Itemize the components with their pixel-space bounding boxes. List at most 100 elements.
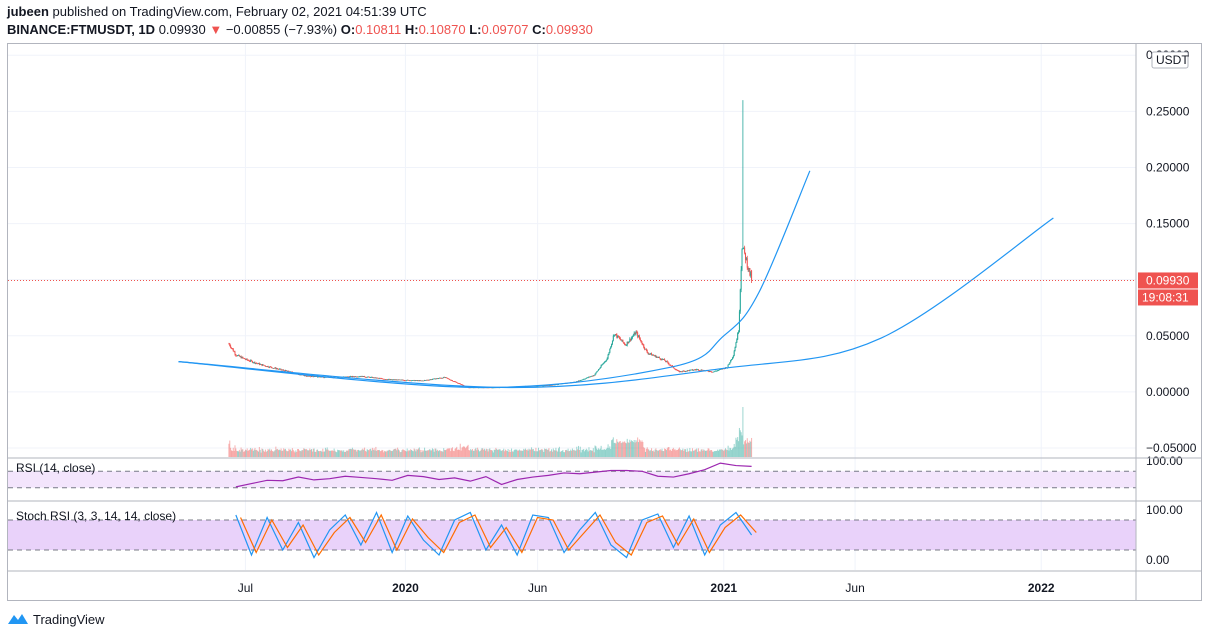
- candle-body: [448, 378, 450, 380]
- volume-bar: [239, 451, 241, 457]
- candle-body: [424, 380, 426, 381]
- volume-bar: [504, 449, 506, 457]
- candle-body: [430, 379, 432, 381]
- volume-bar: [423, 450, 425, 457]
- grid-lines: [8, 44, 1136, 570]
- volume-bar: [286, 451, 288, 457]
- candle-body: [404, 380, 406, 382]
- volume-bar: [597, 449, 599, 457]
- volume-bar: [241, 449, 243, 457]
- candle-body: [374, 377, 376, 379]
- volume-bar: [523, 448, 525, 457]
- candle-body: [371, 377, 373, 378]
- volume-bar: [331, 450, 333, 457]
- volume-bar: [438, 451, 440, 457]
- volume-bar: [718, 449, 720, 457]
- candle-body: [414, 380, 416, 382]
- volume-bar: [671, 449, 673, 457]
- candle-body: [271, 366, 273, 368]
- candle-body: [747, 267, 749, 270]
- volume-bar: [566, 450, 568, 457]
- candle-body: [245, 358, 247, 360]
- volume-bar: [553, 450, 555, 457]
- candle-body: [451, 380, 453, 382]
- candle-body: [600, 365, 602, 368]
- volume-bar: [482, 448, 484, 457]
- volume-bar: [689, 447, 691, 457]
- candle-body: [586, 377, 588, 379]
- candle-body: [649, 353, 651, 355]
- volume-bar: [511, 451, 513, 457]
- candle-body: [751, 270, 753, 281]
- volume-bar: [709, 450, 711, 457]
- volume-bar: [600, 445, 602, 457]
- candle-body: [739, 289, 741, 312]
- volume-bar: [282, 450, 284, 457]
- footer[interactable]: TradingView: [7, 609, 105, 629]
- volume-bar: [664, 448, 666, 457]
- candle-body: [595, 372, 597, 375]
- volume-bar: [351, 449, 353, 457]
- volume-bar: [349, 448, 351, 457]
- candle-body: [380, 378, 382, 380]
- volume-bar: [608, 448, 610, 457]
- volume-bar: [310, 449, 312, 457]
- volume-bar: [360, 450, 362, 457]
- volume-bar: [475, 447, 477, 457]
- volume-bar: [588, 447, 590, 457]
- volume-bar: [550, 450, 552, 457]
- candle-body: [627, 341, 629, 344]
- candle-body: [317, 376, 319, 378]
- volume-bar: [582, 449, 584, 457]
- volume-bar: [551, 451, 553, 457]
- candle-body: [418, 380, 420, 382]
- price-tick-label: 0.00000: [1146, 385, 1190, 399]
- volume-bar: [493, 449, 495, 457]
- candle-body: [629, 338, 631, 342]
- volume-bar: [350, 448, 352, 457]
- author-name[interactable]: jubeen: [7, 4, 49, 19]
- volume-bar: [387, 450, 389, 457]
- volume-bar: [358, 450, 360, 457]
- candle-body: [347, 376, 349, 378]
- candle-body: [281, 369, 283, 371]
- volume-bar: [417, 448, 419, 457]
- candle-body: [363, 376, 365, 377]
- volume-bar: [535, 447, 537, 457]
- candle-body: [551, 384, 553, 386]
- volume-bar: [748, 442, 750, 457]
- volume-bar: [681, 449, 683, 457]
- candle-body: [670, 365, 672, 366]
- chart-canvas[interactable]: RSI (14, close) 100.00 Stoch RSI (3, 3, 1…: [8, 44, 1201, 600]
- volume-bar: [357, 449, 359, 457]
- volume-bar: [306, 449, 308, 457]
- candle-body: [300, 374, 302, 376]
- candle-body: [368, 376, 370, 378]
- volume-bar: [270, 450, 272, 457]
- volume-bar: [536, 451, 538, 457]
- volume-bar: [513, 450, 515, 457]
- volume-bar: [384, 450, 386, 457]
- symbol-label[interactable]: BINANCE:FTMUSDT, 1D: [7, 22, 156, 37]
- candle-body: [675, 369, 677, 371]
- volume-bar: [733, 443, 735, 457]
- trend-curve: [178, 217, 1054, 389]
- volume-bar: [251, 448, 253, 457]
- volume-bar: [235, 448, 237, 457]
- price-tick-label: 0.15000: [1146, 217, 1190, 231]
- stoch-k-line: [235, 510, 753, 559]
- volume-bar: [723, 450, 725, 457]
- volume-bar: [474, 448, 476, 457]
- candle-body: [685, 371, 687, 372]
- axes: 0.300000.250000.200000.150000.100000.050…: [8, 44, 1201, 600]
- candle-body: [636, 331, 638, 333]
- volume-bar: [280, 448, 282, 457]
- candle-body: [742, 247, 744, 250]
- candle-body: [437, 378, 439, 380]
- volume-bar: [390, 450, 392, 457]
- volume-bar: [556, 450, 558, 457]
- candle-body: [264, 365, 266, 367]
- candle-body: [451, 380, 453, 381]
- volume-bar: [606, 447, 608, 457]
- volume-bar: [464, 448, 466, 457]
